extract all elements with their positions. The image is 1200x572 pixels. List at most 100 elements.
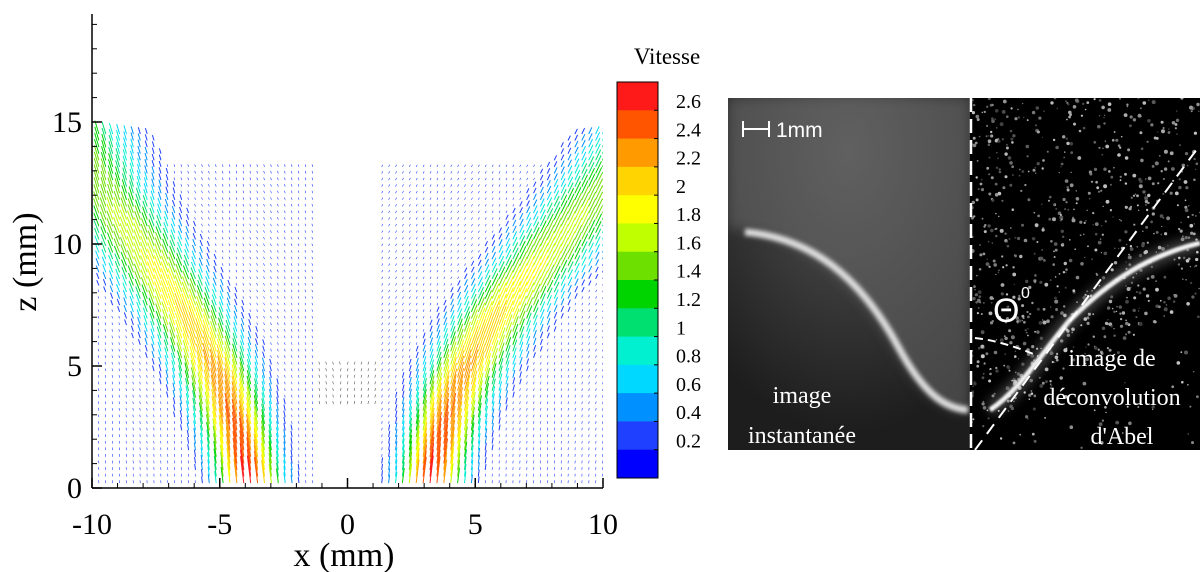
colorbar-title: Vitesse (634, 44, 700, 69)
velocity-arrow (218, 415, 224, 438)
noise-speck (1053, 242, 1058, 246)
velocity-arrow (270, 335, 272, 339)
noise-speck (1059, 376, 1063, 380)
noise-speck (1126, 105, 1129, 108)
velocity-arrow (276, 438, 279, 451)
velocity-arrow (304, 361, 307, 365)
velocity-arrow (595, 185, 603, 201)
velocity-arrow (118, 421, 120, 424)
velocity-arrow (409, 329, 411, 332)
velocity-arrow (100, 177, 107, 194)
velocity-arrow (193, 442, 196, 451)
velocity-arrow (192, 238, 196, 247)
noise-speck (1184, 208, 1189, 213)
velocity-arrow (491, 385, 496, 398)
velocity-arrow (477, 387, 483, 405)
velocity-arrow (256, 203, 258, 207)
velocity-arrow (108, 262, 114, 273)
velocity-arrow (311, 407, 314, 411)
colorbar-label: 2.6 (676, 91, 701, 113)
noise-speck (1108, 299, 1113, 304)
velocity-arrow (443, 276, 446, 280)
velocity-arrow (443, 299, 447, 306)
velocity-arrow (588, 315, 590, 319)
velocity-arrow (540, 421, 542, 424)
velocity-arrow (203, 302, 210, 319)
velocity-arrow (560, 434, 562, 438)
velocity-arrow (581, 264, 586, 273)
noise-speck (1100, 189, 1103, 192)
velocity-arrow (305, 460, 307, 464)
velocity-arrow (388, 164, 390, 168)
velocity-arrow (464, 332, 472, 352)
velocity-arrow (402, 263, 404, 266)
velocity-arrow (381, 414, 383, 418)
velocity-arrow (388, 250, 390, 253)
velocity-arrow (284, 368, 286, 372)
noise-speck (1137, 284, 1140, 287)
velocity-arrow (505, 440, 507, 444)
noise-speck (1013, 400, 1015, 402)
velocity-arrow (415, 403, 420, 418)
velocity-arrow (546, 243, 556, 260)
velocity-arrow (443, 197, 446, 200)
velocity-arrow (436, 400, 442, 424)
velocity-arrow (184, 249, 190, 260)
velocity-arrow (277, 197, 279, 200)
noise-speck (1171, 121, 1176, 125)
velocity-arrow (395, 397, 398, 405)
colorbar-label: 1.4 (676, 261, 701, 283)
velocity-arrow (553, 206, 561, 220)
velocity-arrow (95, 258, 100, 266)
velocity-arrow (602, 277, 603, 280)
velocity-arrow (125, 368, 127, 372)
velocity-arrow (381, 322, 383, 326)
x-tick-label: 0 (340, 508, 355, 541)
noise-speck (1086, 290, 1089, 293)
velocity-arrow (312, 460, 314, 464)
velocity-arrow (215, 190, 217, 194)
velocity-arrow (388, 210, 390, 214)
velocity-arrow (98, 427, 100, 431)
cone-angle-dashed-line (974, 144, 1200, 450)
velocity-arrow (213, 271, 217, 280)
velocity-arrow (174, 421, 176, 424)
velocity-arrow (491, 393, 495, 405)
velocity-arrow (539, 249, 549, 266)
velocity-arrow (211, 396, 217, 418)
velocity-arrow (247, 336, 252, 345)
velocity-arrow (232, 327, 238, 339)
velocity-arrow (588, 250, 594, 260)
velocity-arrow (464, 237, 466, 240)
noise-speck (1145, 294, 1150, 298)
velocity-arrow (505, 171, 508, 174)
noise-speck (972, 385, 974, 388)
velocity-arrow (120, 191, 127, 207)
noise-speck (993, 350, 998, 355)
velocity-arrow (283, 236, 286, 240)
velocity-arrow (268, 418, 272, 431)
velocity-arrow (477, 440, 481, 451)
velocity-arrow (135, 187, 141, 200)
velocity-arrow (210, 361, 217, 385)
velocity-arrow (477, 418, 481, 431)
noise-speck (1072, 105, 1077, 109)
velocity-arrow (133, 229, 141, 247)
velocity-arrow (228, 203, 231, 207)
noise-speck (1025, 415, 1029, 419)
velocity-arrow (204, 384, 210, 405)
velocity-arrow (533, 299, 540, 312)
velocity-arrow (484, 428, 488, 438)
velocity-arrow (174, 440, 176, 444)
velocity-arrow (268, 452, 272, 470)
velocity-arrow (470, 370, 478, 392)
noise-speck (1163, 307, 1168, 312)
velocity-arrow (125, 342, 127, 345)
velocity-arrow (256, 263, 258, 266)
velocity-arrow (464, 433, 468, 451)
velocity-arrow (297, 342, 300, 345)
velocity-arrow (519, 333, 524, 345)
velocity-arrow (436, 417, 442, 444)
velocity-arrow (560, 217, 569, 234)
velocity-arrow (519, 401, 521, 405)
